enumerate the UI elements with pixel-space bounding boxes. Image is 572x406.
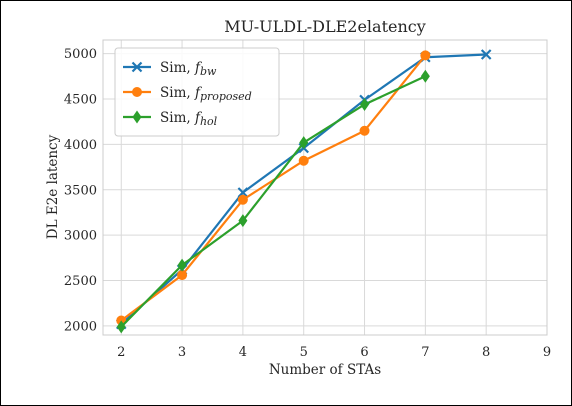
legend-label: Sim, fbw [160,60,217,78]
y-axis-label: DL E2e latency [45,134,61,239]
legend-marker [132,110,142,124]
data-point-proposed [298,155,309,166]
data-point-hol [360,97,370,111]
data-point-hol [238,214,248,228]
y-tick-label: 4000 [64,138,97,153]
x-tick-label: 6 [360,345,368,360]
y-tick-label: 2500 [64,274,97,289]
plot-border [102,39,548,336]
data-point-proposed [420,50,431,61]
legend-entry-hol: Sim, fhol [123,110,218,128]
y-tick-label: 3500 [64,183,97,198]
y-tick-label: 4500 [64,93,97,108]
legend: Sim, fbw Sim, fproposed Sim, fhol [114,47,280,137]
x-axis-label: Number of STAs [269,362,381,378]
legend-marker [132,87,142,97]
data-point-hol [299,136,309,150]
legend-entry-proposed: Sim, fproposed [123,85,252,103]
marker-stroke [131,61,143,73]
data-point-proposed [237,194,248,205]
x-tick-label: 2 [117,345,125,360]
x-tick-labels: 2 3 4 5 6 7 8 9 [117,345,551,360]
data-point-proposed [177,270,188,281]
legend-marker [131,61,143,73]
marker-stroke [480,49,492,60]
chart-title: MU-ULDL-DLE2elatency [224,17,426,36]
data-point-hol [116,320,126,334]
data-point-proposed [359,125,370,136]
x-tick-label: 4 [239,345,247,360]
data-point-hol [420,69,430,83]
y-tick-label: 2000 [64,319,97,334]
y-tick-label: 5000 [64,47,97,62]
legend-label: Sim, fproposed [160,85,252,103]
series-line-hol [120,75,426,328]
y-tick-label: 3000 [64,229,97,244]
y-tick-labels: 2000 2500 3000 3500 4000 4500 5000 [64,47,97,334]
marker-stroke [237,187,249,198]
series-layer [115,49,492,334]
legend-label: Sim, fhol [160,110,218,128]
data-point-bw [237,187,249,198]
legend-box [114,47,280,137]
data-point-bw [480,49,492,60]
x-tick-label: 8 [482,345,490,360]
legend-entry-bw: Sim, fbw [123,60,217,78]
series-hol [116,69,430,334]
data-point-hol [177,258,187,272]
x-tick-label: 9 [543,345,551,360]
x-tick-label: 5 [300,345,308,360]
x-tick-label: 3 [178,345,186,360]
x-tick-label: 7 [421,345,429,360]
